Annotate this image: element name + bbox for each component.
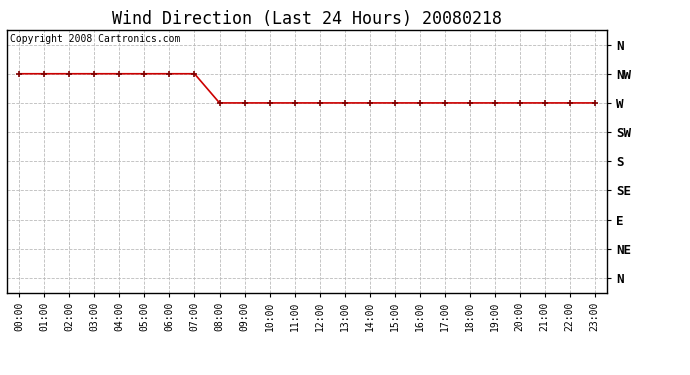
Text: Copyright 2008 Cartronics.com: Copyright 2008 Cartronics.com (10, 34, 180, 44)
Title: Wind Direction (Last 24 Hours) 20080218: Wind Direction (Last 24 Hours) 20080218 (112, 10, 502, 28)
